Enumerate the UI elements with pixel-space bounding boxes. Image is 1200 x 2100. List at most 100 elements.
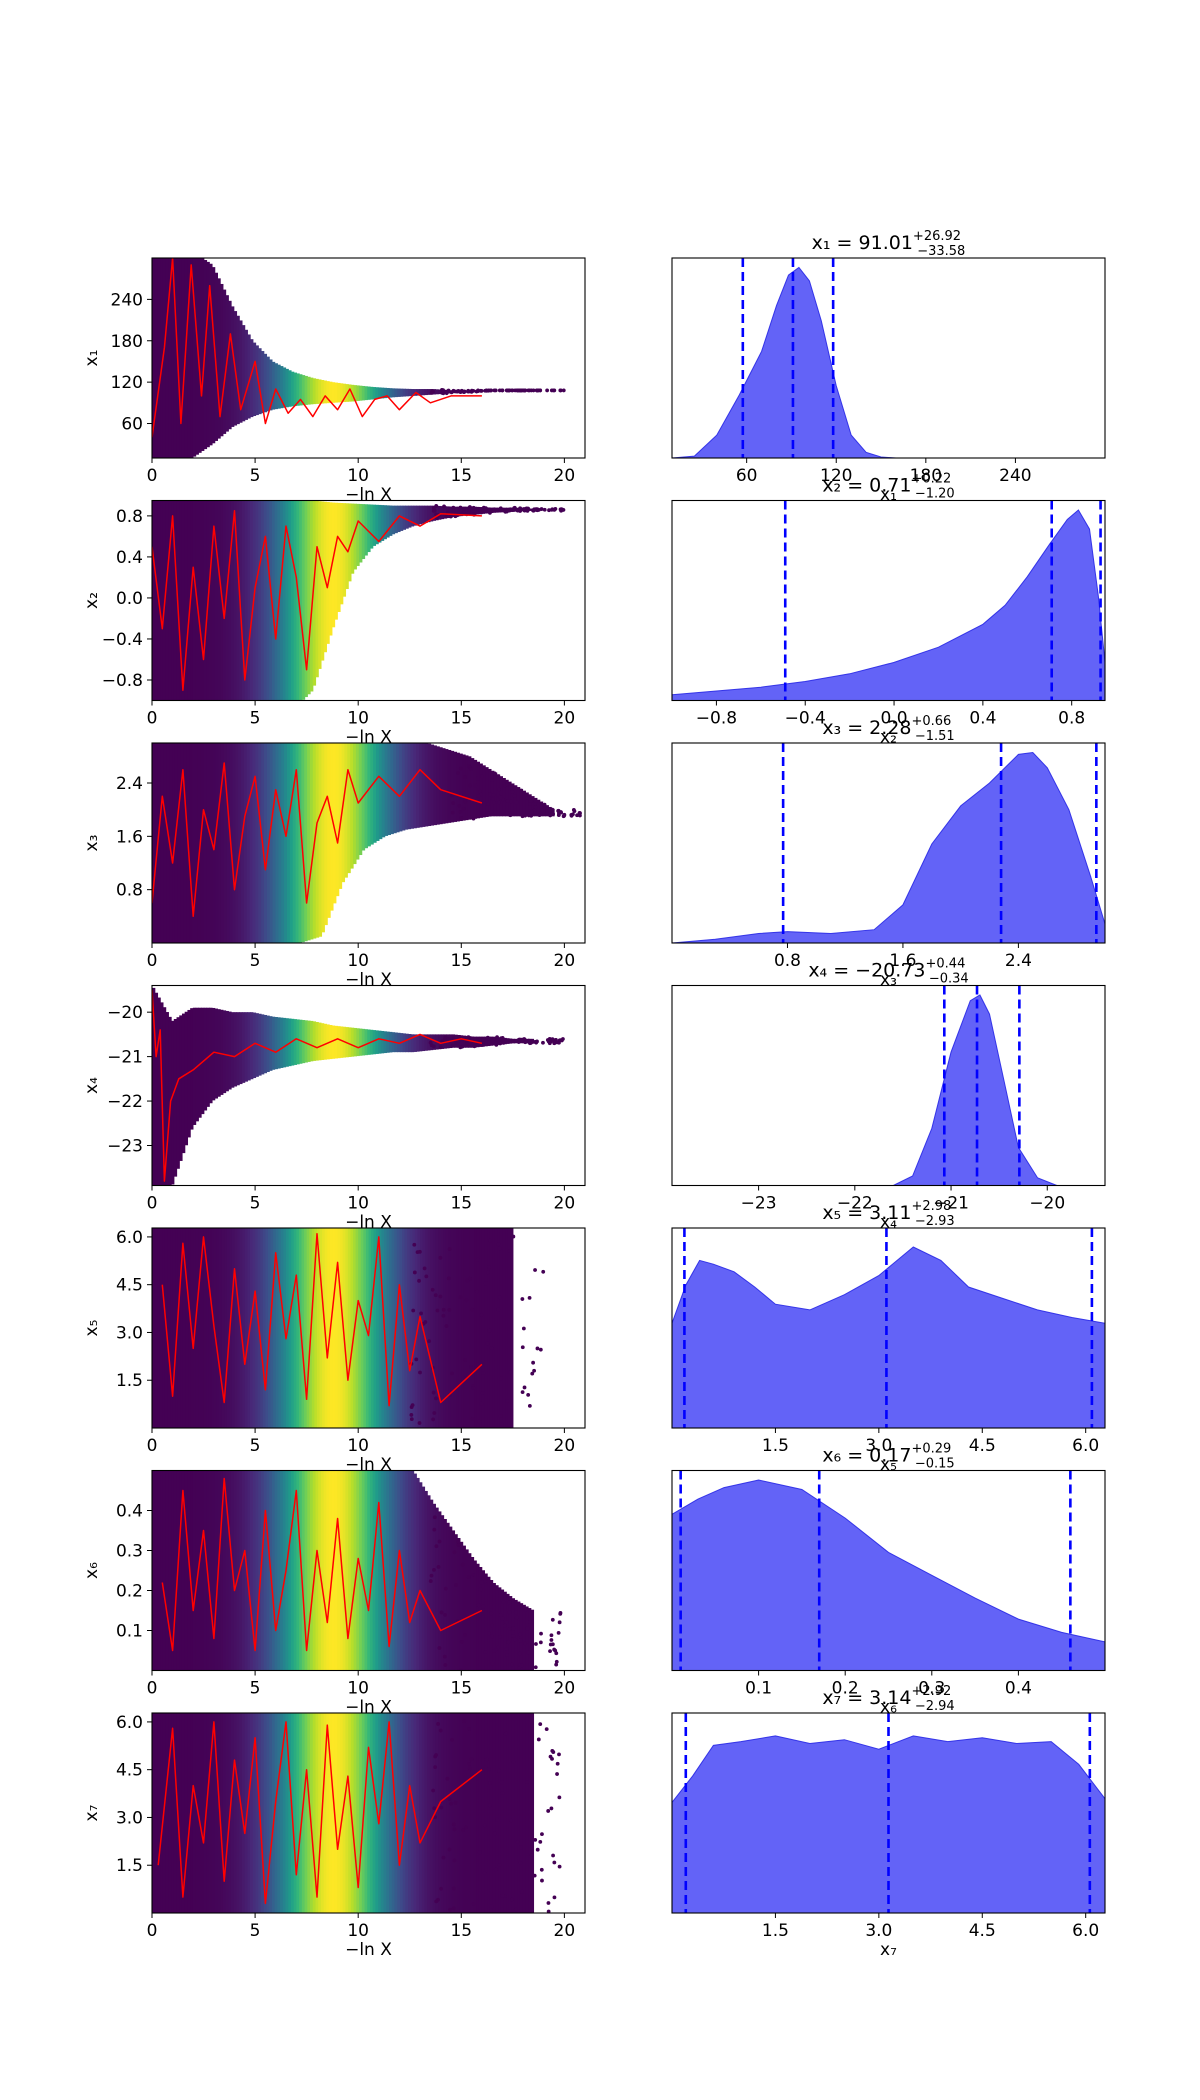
band-strip — [157, 1713, 161, 1913]
band-strip — [478, 1713, 483, 1913]
band-strip — [381, 743, 386, 838]
sample-point — [546, 1909, 551, 1913]
band-strip — [304, 500, 308, 698]
band-strip — [348, 503, 352, 582]
y-axis-label: x₃ — [82, 835, 102, 852]
sample-point — [461, 389, 466, 394]
sample-point — [512, 505, 517, 510]
band-strip — [157, 258, 161, 458]
x-axis-label: −ln X — [345, 1940, 392, 1960]
sample-point — [448, 1907, 452, 1912]
band-strip — [286, 743, 291, 943]
band-strip — [255, 345, 259, 416]
band-strip — [165, 500, 169, 701]
band-strip — [246, 743, 251, 943]
sample-point — [470, 1307, 475, 1312]
band-strip — [530, 1609, 535, 1671]
sample-point — [538, 1347, 543, 1352]
y-axis-label: x₆ — [82, 1562, 102, 1579]
posterior-density — [672, 1246, 1105, 1428]
band-strip — [192, 258, 197, 457]
band-strip — [181, 1013, 186, 1154]
band-strip — [263, 353, 268, 413]
band-strip — [260, 1014, 265, 1075]
chain-path — [152, 989, 483, 1182]
band-strip — [356, 1713, 360, 1913]
band-strip — [162, 258, 167, 458]
band-strip — [307, 743, 311, 941]
band-strip — [341, 743, 346, 883]
sample-point — [489, 1611, 494, 1616]
band-strip — [375, 1030, 379, 1054]
sample-point — [446, 1276, 451, 1281]
band-strip — [331, 382, 336, 403]
sample-point — [557, 1795, 562, 1800]
sample-point — [438, 1728, 443, 1733]
band-strip — [471, 1228, 475, 1428]
sample-point — [487, 1328, 492, 1333]
band-strip — [372, 1470, 377, 1671]
band-strip — [239, 1713, 243, 1913]
band-strip — [484, 1036, 488, 1047]
band-strip — [220, 283, 224, 437]
band-strip — [399, 1228, 403, 1428]
band-strip — [301, 1470, 306, 1671]
band-strip — [410, 389, 415, 396]
band-strip — [465, 1713, 469, 1913]
band-strip — [360, 1228, 364, 1428]
band-strip — [489, 1713, 494, 1913]
band-strip — [478, 1036, 483, 1047]
band-strip — [451, 1713, 456, 1913]
band-strip — [372, 1030, 377, 1055]
sample-point — [487, 1265, 492, 1269]
band-strip — [456, 1228, 460, 1428]
band-strip — [239, 500, 243, 701]
band-strip — [315, 378, 319, 404]
sample-point — [533, 799, 538, 803]
sample-point — [510, 789, 515, 794]
band-strip — [211, 1713, 216, 1913]
band-strip — [399, 505, 404, 531]
sample-point — [499, 1780, 504, 1785]
band-strip — [228, 1011, 232, 1090]
sample-point — [443, 1612, 447, 1617]
sample-point — [546, 1901, 551, 1905]
band-strip — [329, 1713, 333, 1913]
band-strip — [348, 384, 352, 402]
band-strip — [290, 371, 295, 407]
band-strip — [206, 743, 211, 943]
sample-point — [527, 794, 532, 799]
x-axis-label: x₇ — [880, 1940, 897, 1960]
x-tick-label: −22 — [837, 1194, 873, 1214]
band-strip — [514, 1713, 518, 1913]
band-strip — [487, 1576, 491, 1671]
sample-point — [441, 391, 446, 396]
sample-point — [443, 1663, 448, 1667]
sample-point — [490, 1623, 494, 1628]
band-strip — [321, 743, 325, 933]
band-strip — [376, 743, 380, 841]
title-lower-error: −1.51 — [915, 729, 955, 744]
band-strip — [231, 1012, 235, 1088]
band-strip — [435, 389, 439, 395]
band-strip — [386, 1031, 390, 1053]
band-strip — [522, 1604, 526, 1671]
band-strip — [340, 1228, 344, 1428]
band-strip — [498, 1587, 502, 1671]
band-strip — [419, 743, 423, 828]
band-strip — [386, 1713, 390, 1913]
sample-point — [540, 808, 544, 813]
sample-point — [545, 809, 550, 814]
sample-point — [492, 388, 497, 393]
band-strip — [468, 1036, 472, 1048]
band-strip — [165, 1012, 169, 1186]
sample-point — [519, 788, 523, 793]
marginal-panel-7: 1.5 3.0 4.5 6.0 x₇ x₇ = 3.14+2.92 −2.94 — [671, 1684, 1106, 1960]
sample-point — [505, 799, 510, 803]
band-strip — [506, 1713, 510, 1913]
band-strip — [233, 500, 238, 701]
band-strip — [381, 1228, 385, 1428]
band-strip — [439, 747, 443, 825]
y-axis-label: x₅ — [82, 1320, 102, 1337]
band-strip — [192, 743, 196, 943]
